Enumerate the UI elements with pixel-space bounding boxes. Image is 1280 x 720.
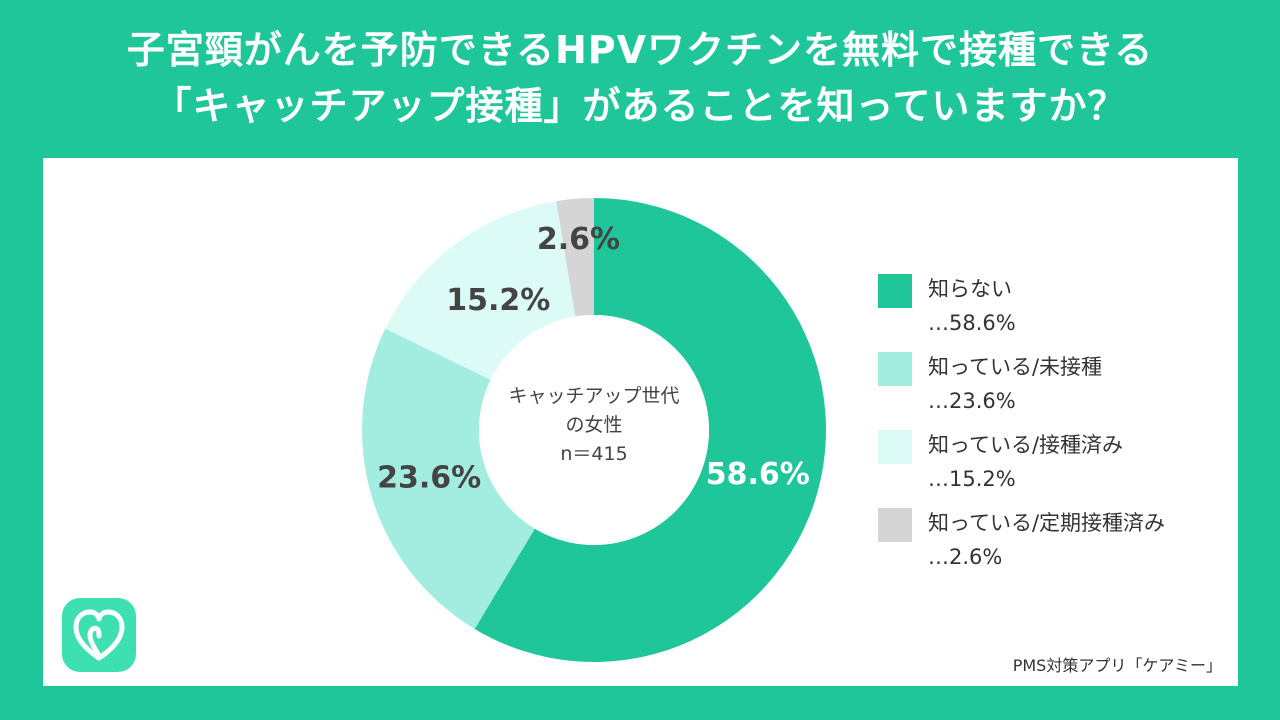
center-label-line-2: の女性	[565, 414, 623, 436]
donut-slice	[474, 198, 826, 662]
center-label-line-3: n＝415	[560, 443, 628, 465]
title-line-2: 「キャッチアップ接種」があることを知っていますか？	[153, 84, 1127, 128]
credit-text: PMS対策アプリ「ケアミー」	[1012, 656, 1222, 675]
chart-title: 子宮頸がんを予防できるHPVワクチンを無料で接種できる 「キャッチアップ接種」が…	[0, 22, 1280, 134]
donut-hole	[479, 315, 709, 545]
donut-slice	[361, 328, 535, 629]
title-line-1: 子宮頸がんを予防できるHPVワクチンを無料で接種できる	[126, 28, 1154, 72]
legend-label: 知っている/未接種	[928, 355, 1103, 379]
legend-value: …15.2%	[928, 467, 1016, 491]
data-label: 58.6%	[706, 457, 810, 492]
donut-slice	[556, 198, 594, 317]
app-logo	[62, 598, 136, 672]
center-label-line-1: キャッチアップ世代	[508, 385, 680, 407]
data-label: 2.6%	[537, 222, 620, 257]
heart-leaf-icon	[73, 609, 125, 661]
legend-label: 知っている/定期接種済み	[928, 511, 1166, 535]
legend-swatch	[878, 352, 912, 386]
legend-label: 知っている/接種済み	[928, 433, 1124, 457]
data-label: 15.2%	[446, 283, 550, 318]
legend-swatch	[878, 274, 912, 308]
legend-value: …23.6%	[928, 389, 1016, 413]
legend-swatch	[878, 508, 912, 542]
legend-label: 知らない	[928, 277, 1012, 301]
legend-swatch	[878, 430, 912, 464]
legend-value: …2.6%	[928, 545, 1003, 569]
legend-value: …58.6%	[928, 311, 1016, 335]
donut-slice	[385, 201, 576, 380]
center-label: キャッチアップ世代 の女性 n＝415	[481, 382, 707, 469]
data-label: 23.6%	[377, 461, 481, 496]
